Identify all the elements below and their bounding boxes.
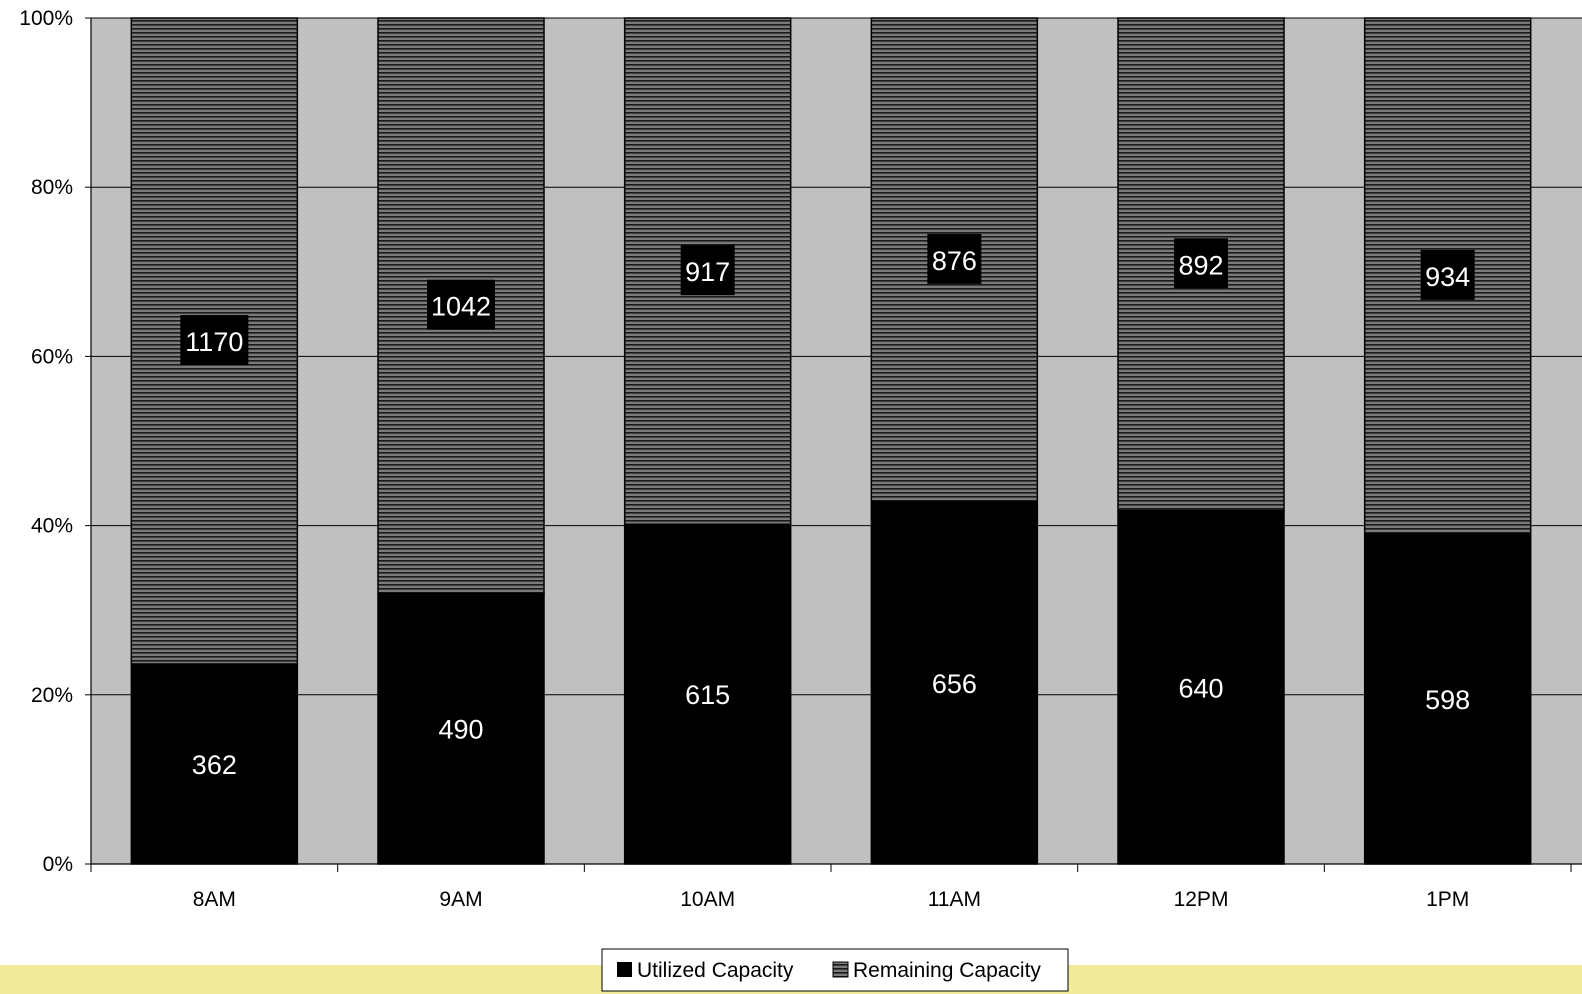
data-label-remaining-10AM: 917 [685, 257, 730, 287]
x-tick-label-1PM: 1PM [1426, 888, 1469, 911]
y-tick-label: 60% [31, 345, 73, 368]
data-label-utilized-11AM: 656 [932, 669, 977, 699]
x-tick-label-8AM: 8AM [193, 888, 236, 911]
bars [130, 17, 1532, 865]
data-label-box-remaining-11AM [927, 233, 982, 284]
y-tick-label: 20% [31, 684, 73, 707]
x-tick-label-12PM: 12PM [1174, 888, 1229, 911]
x-tick-label-11AM: 11AM [928, 888, 981, 911]
bar-utilized-12PM [1117, 509, 1285, 865]
data-label-box-remaining-8AM [180, 315, 249, 366]
y-tick-label: 100% [19, 7, 73, 30]
data-label-remaining-1PM: 934 [1425, 262, 1470, 292]
x-tick-label-10AM: 10AM [680, 888, 735, 911]
x-tick-label-9AM: 9AM [439, 888, 482, 911]
data-label-utilized-1PM: 598 [1425, 685, 1470, 715]
data-label-box-remaining-12PM [1174, 238, 1229, 289]
bar-utilized-1PM [1363, 533, 1532, 865]
data-labels: 362 1170 490 1042 615 917 656 876 640 892 598 934 [180, 233, 1475, 780]
data-label-box-remaining-10AM [680, 245, 735, 296]
y-tick-label: 40% [31, 515, 73, 538]
legend-label-utilized: Utilized Capacity [637, 959, 794, 982]
data-label-remaining-11AM: 876 [932, 246, 977, 276]
data-label-box-remaining-1PM [1420, 249, 1475, 300]
bar-utilized-11AM [870, 500, 1039, 865]
legend: Utilized Capacity Remaining Capacity [601, 948, 1069, 992]
data-label-remaining-9AM: 1042 [431, 292, 491, 322]
y-tick-label: 80% [31, 176, 73, 199]
plot-area [91, 18, 1582, 864]
legend-swatch-utilized [617, 962, 632, 977]
legend-swatch-remaining [832, 961, 849, 978]
data-label-utilized-10AM: 615 [685, 680, 730, 710]
data-label-utilized-9AM: 490 [438, 715, 483, 745]
data-label-box-remaining-9AM [427, 279, 496, 330]
bar-utilized-10AM [623, 523, 792, 865]
data-label-utilized-8AM: 362 [192, 750, 237, 780]
bar-remaining-8AM [130, 17, 299, 665]
data-label-remaining-12PM: 892 [1178, 250, 1223, 280]
legend-label-remaining: Remaining Capacity [853, 959, 1041, 982]
y-tick-label: 0% [43, 853, 73, 876]
data-label-utilized-12PM: 640 [1178, 673, 1223, 703]
axes: 0% 20% 40% 60% 80% 100% 8AM 9AM 10AM 11AM 12PM 1PM [19, 7, 1582, 911]
data-label-remaining-8AM: 1170 [185, 327, 243, 357]
